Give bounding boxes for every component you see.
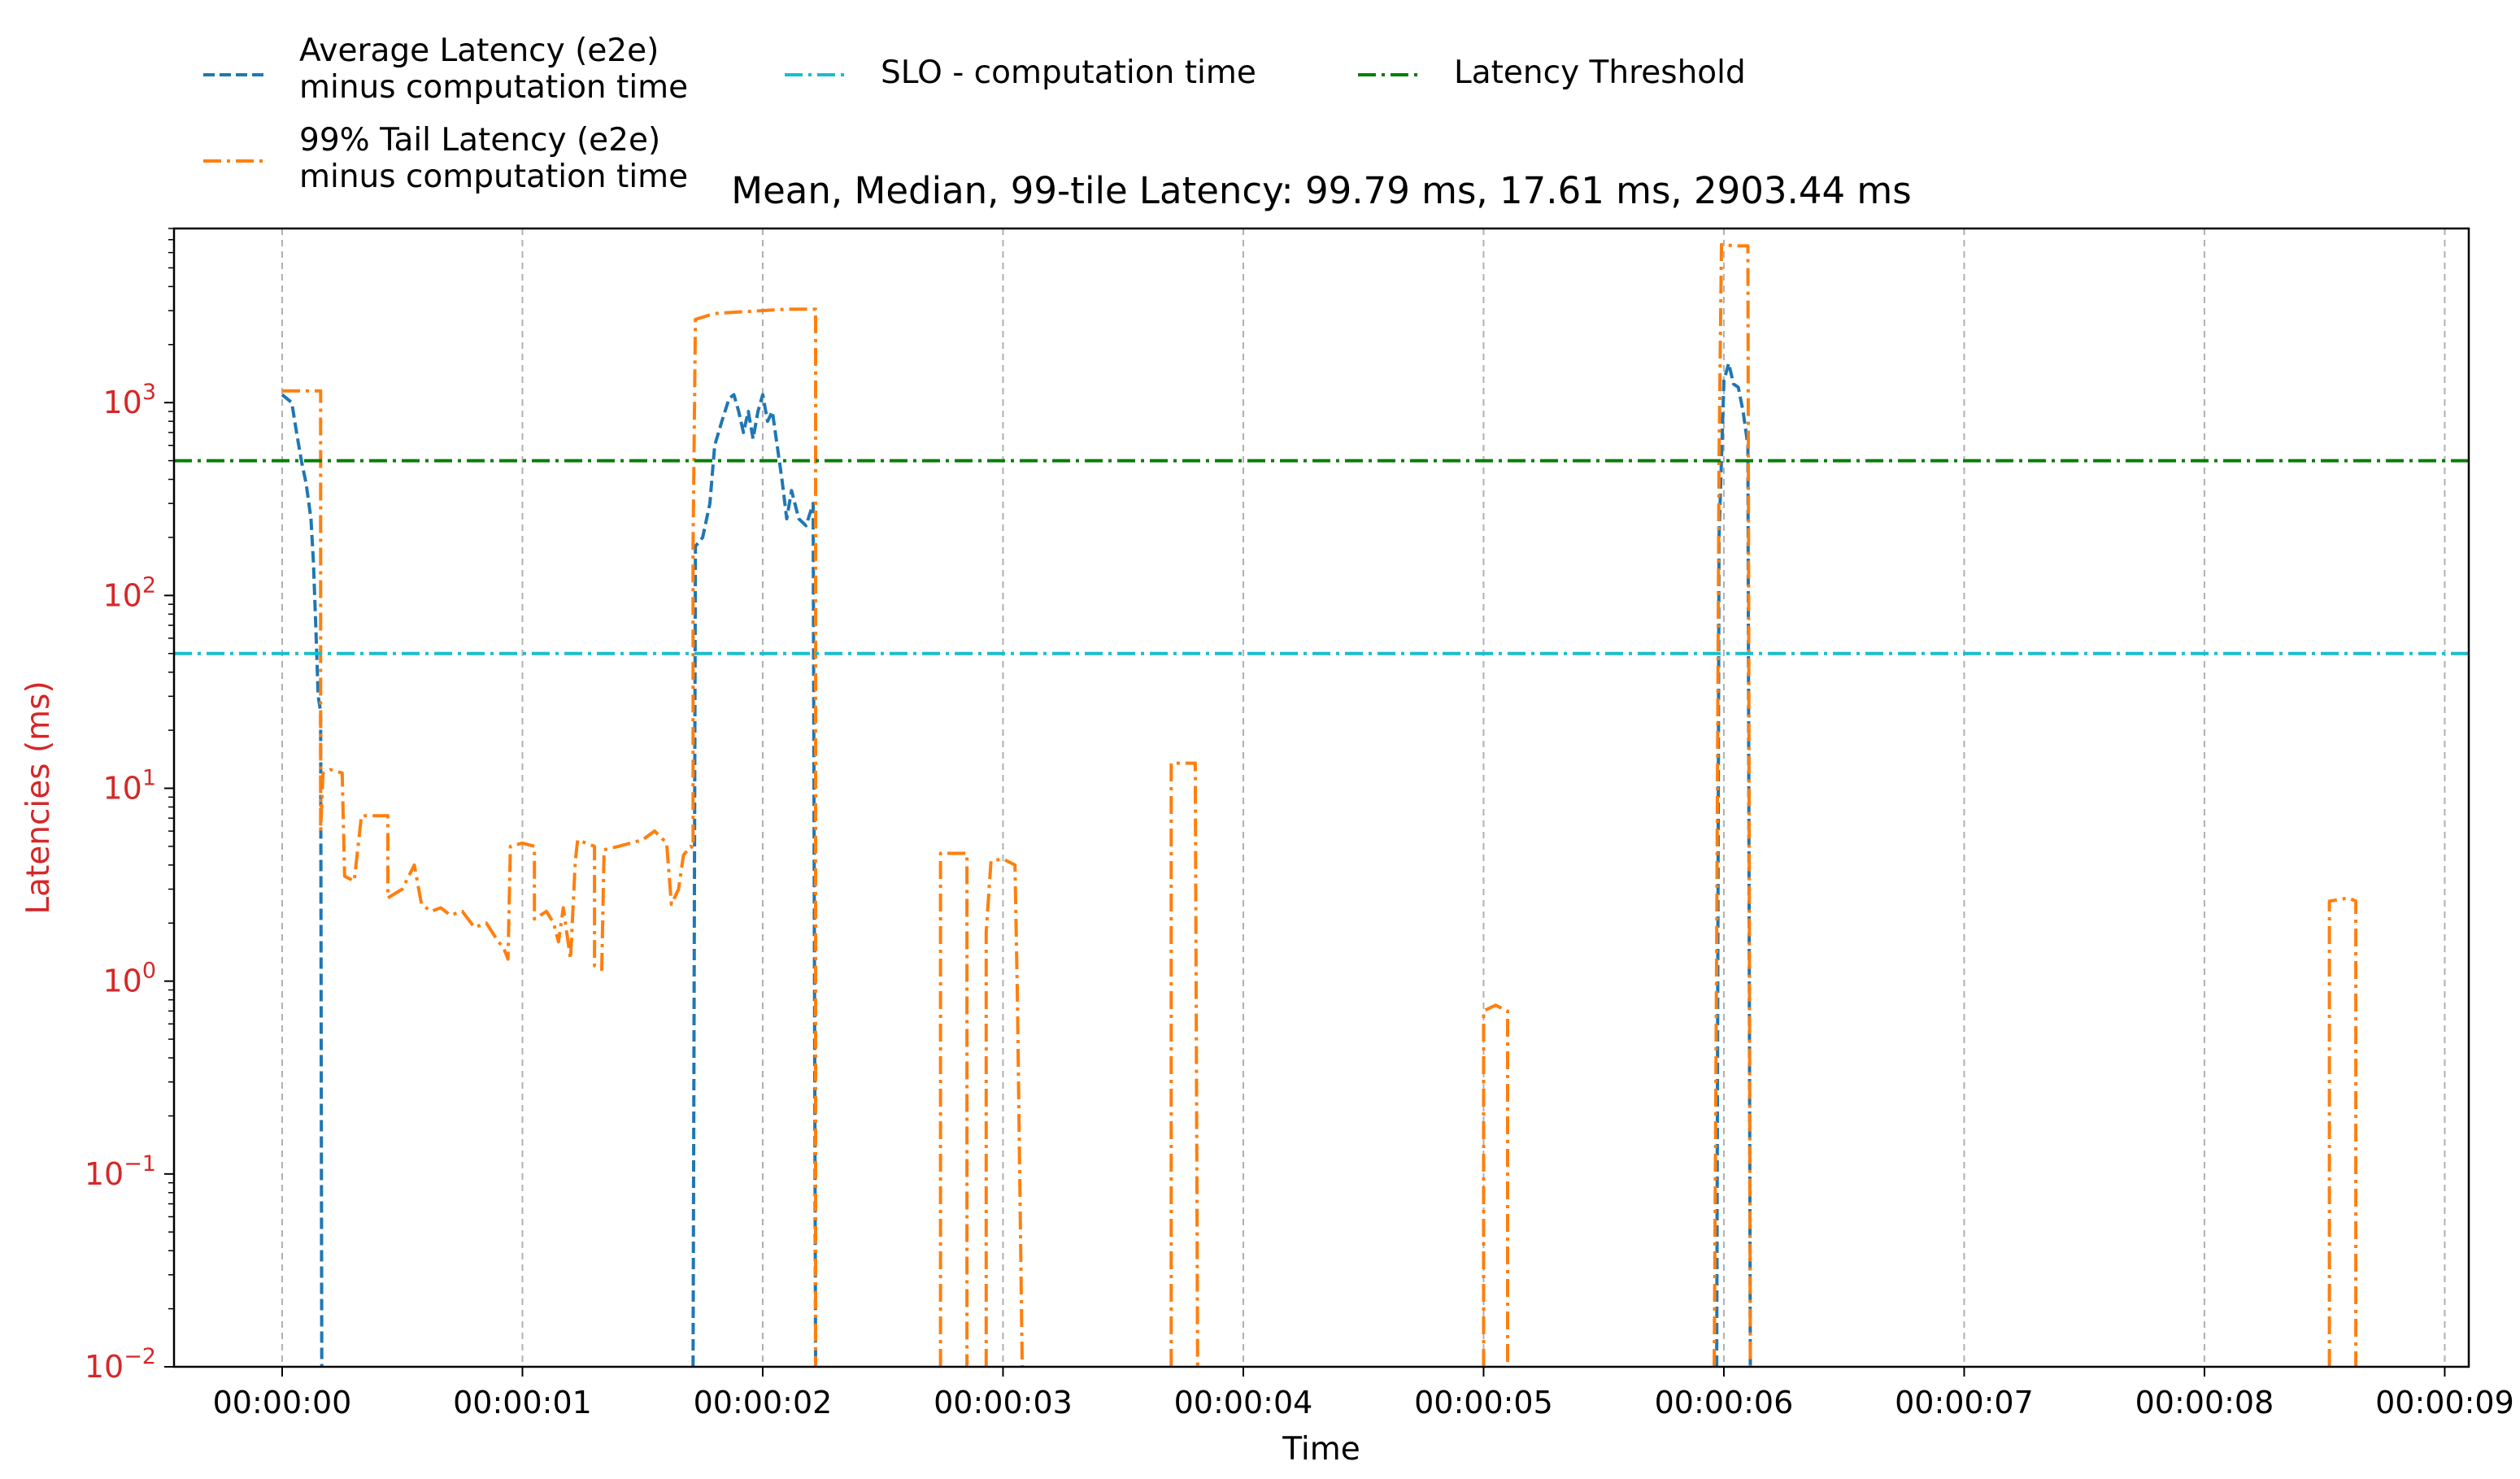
legend-label: SLO - computation time — [881, 54, 1256, 91]
y-tick-base: 10 — [85, 1156, 124, 1192]
y-tick-base: 10 — [102, 771, 141, 807]
series-layer — [174, 242, 2469, 1368]
tail-latency-line — [2327, 896, 2358, 1367]
y-tick-label: 103 — [102, 380, 156, 420]
legend-label: 99% Tail Latency (e2e) — [299, 122, 660, 159]
avg-latency-line — [691, 393, 817, 1368]
x-axis-label: Time — [1282, 1431, 1360, 1468]
x-tick-label: 00:00:05 — [1414, 1385, 1553, 1420]
legend-label: Average Latency (e2e) — [299, 33, 659, 69]
y-tick-base: 10 — [102, 385, 141, 420]
y-tick-base: 10 — [102, 964, 141, 999]
legend-label: minus computation time — [299, 159, 688, 195]
y-tick-label: 100 — [102, 959, 156, 999]
chart-title: Mean, Median, 99-tile Latency: 99.79 ms,… — [731, 169, 1911, 212]
y-tick-exponent: 2 — [142, 572, 156, 598]
y-axis-label: Latencies (ms) — [20, 681, 57, 914]
legend: Average Latency (e2e)minus computation t… — [203, 33, 1746, 195]
x-tick-label: 00:00:06 — [1655, 1385, 1794, 1420]
tail-latency-line — [1713, 242, 1752, 1368]
y-tick-label: 102 — [102, 572, 156, 613]
x-axis-ticks: 00:00:00 00:00:01 00:00:02 00:00:03 00:00:04… — [213, 1367, 2514, 1420]
y-tick-label: 10−1 — [85, 1151, 156, 1192]
y-tick-exponent: −2 — [124, 1344, 156, 1369]
x-tick-label: 00:00:09 — [2375, 1385, 2514, 1420]
legend-label: minus computation time — [299, 69, 688, 106]
x-tick-label: 00:00:07 — [1895, 1385, 2034, 1420]
y-tick-exponent: 0 — [142, 959, 156, 984]
tail-latency-line — [984, 857, 1025, 1368]
avg-latency-line — [1715, 361, 1752, 1368]
tail-latency-line — [938, 851, 969, 1367]
y-tick-exponent: 3 — [142, 380, 156, 405]
legend-label: Latency Threshold — [1454, 54, 1746, 91]
x-tick-label: 00:00:03 — [934, 1385, 1073, 1420]
tail-latency-line — [1169, 761, 1199, 1368]
y-tick-base: 10 — [102, 577, 141, 613]
x-tick-label: 00:00:02 — [694, 1385, 833, 1420]
x-tick-label: 00:00:04 — [1174, 1385, 1313, 1420]
x-tick-label: 00:00:08 — [2135, 1385, 2274, 1420]
x-tick-label: 00:00:00 — [213, 1385, 352, 1420]
y-tick-exponent: 1 — [142, 766, 156, 791]
y-tick-base: 10 — [85, 1349, 124, 1385]
x-tick-label: 00:00:01 — [453, 1385, 592, 1420]
grid-lines — [281, 228, 2446, 1367]
y-tick-label: 101 — [102, 766, 156, 807]
y-tick-label: 10−2 — [85, 1344, 156, 1385]
y-tick-exponent: −1 — [124, 1151, 156, 1177]
tail-latency-line — [1482, 1003, 1509, 1367]
